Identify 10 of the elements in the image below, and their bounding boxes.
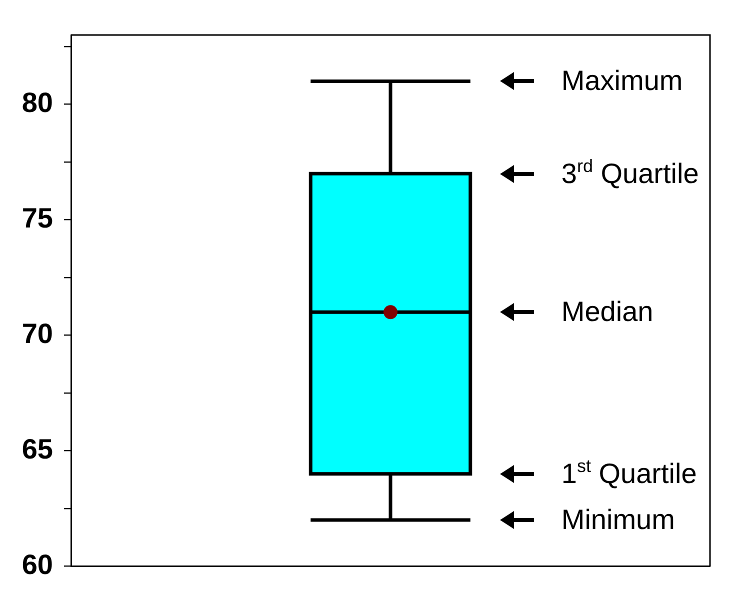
y-tick-label: 75 — [22, 202, 53, 234]
y-tick-label: 70 — [22, 318, 53, 349]
annotation: Maximum — [561, 65, 683, 96]
annotation: 3$^{rd}$ Quartile — [561, 156, 699, 189]
y-tick-label: 80 — [22, 87, 53, 118]
y-tick-label: 65 — [22, 433, 53, 464]
annotation: Minimum — [561, 504, 675, 535]
annotation: 1$^{st}$ Quartile — [561, 456, 697, 489]
annotation: Median — [561, 296, 654, 328]
y-tick-label: 60 — [22, 548, 53, 580]
